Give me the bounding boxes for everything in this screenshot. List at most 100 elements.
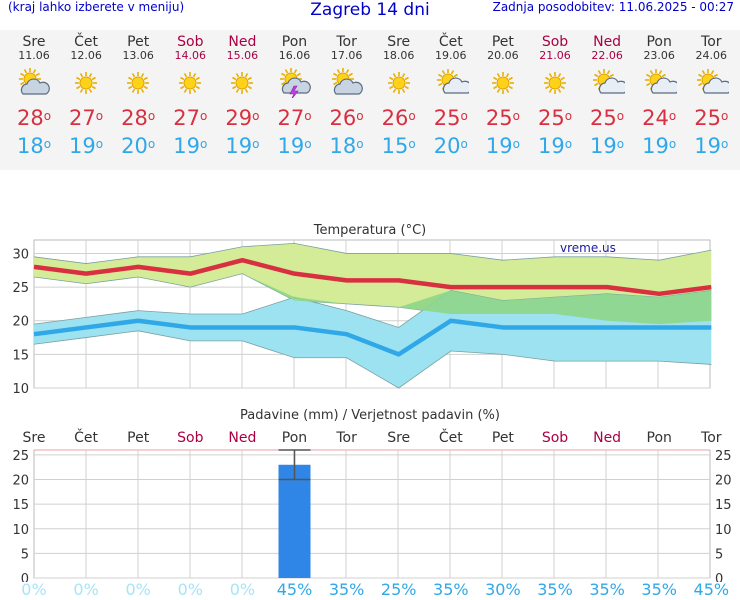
max-temperature: 26o [329, 106, 364, 130]
x-tick-label: Sob [542, 430, 568, 446]
day-column: Pet 13.06 28o 20o [112, 30, 164, 158]
day-column: Sre 18.06 26o 15o [373, 30, 425, 158]
sun-icon [231, 72, 254, 94]
x-tick-label: Tor [700, 430, 722, 446]
day-column: Tor 24.06 25o 19o [685, 30, 737, 158]
precipitation-probability: 35% [433, 580, 469, 599]
x-tick-label: Čet [74, 428, 98, 446]
min-temperature-line [33, 318, 712, 357]
precipitation-probability: 35% [328, 580, 365, 599]
day-date: 13.06 [122, 49, 154, 62]
day-date: 11.06 [18, 49, 50, 62]
min-temperature: 18o [16, 134, 52, 158]
max-temperature: 27o [277, 106, 312, 130]
sun-icon [544, 72, 566, 94]
day-name: Tor [336, 34, 357, 50]
precipitation-probability: 35% [641, 580, 677, 599]
day-name: Sre [22, 34, 46, 50]
day-date: 18.06 [382, 49, 415, 62]
max-temperature: 25o [537, 106, 573, 130]
location-hint: (kraj lahko izberete v meniju) [8, 0, 185, 14]
chart-title: Padavine (mm) / Verjetnost padavin (%) [240, 408, 500, 423]
thunderstorm-icon [279, 68, 311, 98]
max-temperature: 25o [590, 106, 625, 130]
x-tick-label: Tor [335, 430, 357, 446]
precipitation-bar [278, 464, 311, 578]
day-name: Pet [491, 34, 514, 50]
partly-cloudy-icon [331, 68, 363, 95]
x-tick-label: Pet [127, 430, 150, 446]
y-tick-label-right: 15 [715, 498, 732, 513]
precipitation-probability: 45% [693, 580, 730, 599]
daily-forecast-strip: Sre 11.06 28o 18o Čet 12.06 27o 19o Pet 13.06 28o 2… [0, 30, 740, 170]
sun-icon [179, 72, 202, 94]
min-temperature: 19o [537, 134, 573, 158]
day-column: Ned 15.06 29o 19o [216, 30, 268, 158]
min-range-band [34, 290, 712, 388]
day-column: Sre 11.06 28o 18o [8, 30, 60, 158]
day-name: Sre [387, 34, 411, 50]
x-tick-label: Pon [282, 430, 307, 446]
max-temperature: 25o [433, 106, 468, 130]
day-date: 20.06 [487, 49, 519, 62]
y-tick-label: 15 [12, 498, 29, 513]
sun-icon [75, 72, 98, 94]
x-tick-label: Ned [593, 430, 621, 446]
day-name: Pet [127, 34, 150, 50]
day-date: 16.06 [278, 49, 311, 62]
partly-cloudy-icon [19, 68, 50, 95]
max-temperature: 25o [694, 106, 729, 130]
day-name: Pon [281, 34, 308, 50]
day-date: 24.06 [695, 49, 728, 62]
max-temperature: 28o [121, 106, 156, 130]
min-temperature: 19o [225, 134, 260, 158]
sun-cloud-icon [593, 69, 626, 94]
y-tick-label-right: 20 [715, 474, 732, 489]
min-temperature: 18o [329, 134, 364, 158]
max-range-band-upper-edge [33, 242, 712, 264]
y-tick-label: 10 [12, 382, 29, 397]
min-temperature: 15o [381, 134, 416, 158]
day-column: Pon 23.06 24o 19o [633, 30, 685, 158]
day-name: Ned [228, 34, 257, 50]
x-tick-label: Ned [228, 430, 256, 446]
x-tick-label: Sre [23, 430, 46, 446]
day-name: Sob [177, 34, 204, 50]
x-tick-label: Pon [647, 430, 672, 446]
day-date: 22.06 [591, 49, 623, 62]
watermark: vreme.us [560, 241, 616, 255]
day-column: Čet 19.06 25o 20o [425, 30, 477, 158]
y-tick-label: 5 [21, 547, 29, 562]
day-name: Pon [646, 34, 672, 50]
min-temperature: 20o [433, 134, 468, 158]
temperature-chart: Temperatura (°C) 10 15 20 25 30 vreme.us [12, 223, 712, 397]
precipitation-probability: 0% [21, 580, 47, 599]
day-column: Tor 17.06 26o 18o [321, 30, 373, 158]
min-temperature: 19o [69, 134, 104, 158]
day-date: 15.06 [226, 49, 259, 62]
min-range-band-upper-edge [33, 290, 712, 328]
precipitation-chart: Padavine (mm) / Verjetnost padavin (%) Sr… [12, 408, 732, 582]
plot-area [33, 449, 711, 579]
precipitation-probability: 45% [276, 580, 313, 599]
y-tick-label: 15 [12, 348, 29, 363]
day-column: Sob 21.06 25o 19o [529, 30, 581, 158]
precipitation-probability: 0% [229, 580, 256, 599]
precipitation-probability: 35% [589, 580, 625, 599]
precipitation-probability: 0% [125, 580, 151, 599]
day-column: Čet 12.06 27o 19o [60, 30, 112, 158]
y-tick-label: 0 [21, 572, 29, 582]
y-tick-label: 20 [12, 315, 29, 330]
sun-cloud-icon [645, 69, 678, 94]
y-tick-label: 25 [12, 281, 29, 296]
max-temperature: 27o [173, 106, 208, 130]
x-tick-label: Čet [439, 428, 463, 446]
sun-icon [127, 72, 150, 94]
y-tick-label: 20 [12, 474, 29, 489]
day-date: 14.06 [174, 49, 207, 62]
day-date: 21.06 [539, 49, 571, 62]
y-tick-label-right: 5 [715, 547, 723, 562]
precipitation-probability: 0% [73, 580, 99, 599]
day-date: 23.06 [643, 49, 675, 62]
y-tick-label-right: 10 [715, 523, 732, 538]
